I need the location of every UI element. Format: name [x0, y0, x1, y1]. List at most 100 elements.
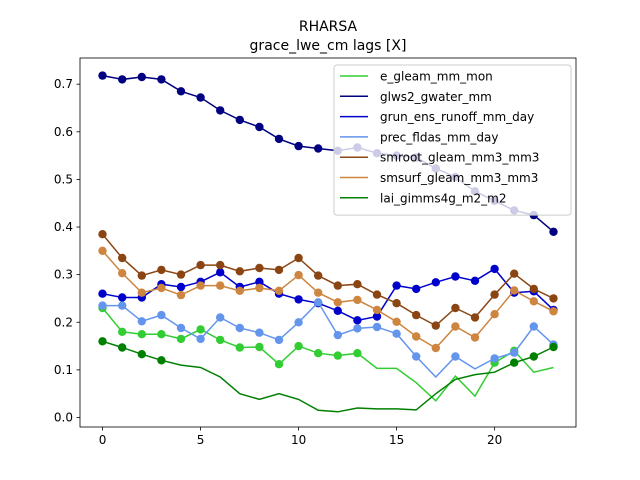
legend-label: e_gleam_mm_mon: [380, 70, 493, 84]
data-point-e_gleam_mm_mon-10: [294, 341, 303, 351]
data-point-e_gleam_mm_mon-3: [157, 330, 166, 339]
data-point-smroot_gleam_mm3_mm3-4: [176, 270, 186, 279]
data-point-e_gleam_mm_mon-13: [353, 349, 362, 358]
legend-label: grun_ens_runoff_mm_day: [380, 110, 534, 124]
data-point-smsurf_gleam_mm3_mm3-15: [392, 317, 401, 326]
data-point-smroot_gleam_mm3_mm3-22: [529, 284, 538, 294]
legend-label: smroot_gleam_mm3_mm3: [380, 151, 539, 165]
data-point-smroot_gleam_mm3_mm3-1: [118, 253, 127, 263]
data-point-prec_fldas_mm_day-0: [98, 301, 107, 310]
data-point-smsurf_gleam_mm3_mm3-13: [353, 295, 362, 305]
x-tick-label: 10: [291, 433, 306, 447]
data-point-smsurf_gleam_mm3_mm3-0: [98, 246, 107, 255]
data-point-smsurf_gleam_mm3_mm3-2: [137, 288, 146, 297]
legend: e_gleam_mm_mon glws2_gwater_mm grun_ens_ru…: [333, 64, 572, 216]
data-point-smroot_gleam_mm3_mm3-10: [294, 253, 303, 263]
data-point-glws2_gwater_mm-9: [274, 134, 284, 144]
data-point-prec_fldas_mm_day-9: [274, 335, 284, 345]
data-point-prec_fldas_mm_day-12: [333, 330, 342, 340]
data-point-grun_ens_runoff_mm_day-15: [392, 281, 401, 290]
data-point-e_gleam_mm_mon-6: [216, 335, 225, 345]
data-point-prec_fldas_mm_day-20: [490, 354, 499, 363]
series-line-lai_gimms4g_m2_m2: [102, 340, 554, 413]
data-point-e_gleam_mm_mon-4: [176, 334, 186, 344]
y-tick-label: 0.5: [54, 172, 73, 186]
data-point-prec_fldas_mm_day-16: [412, 352, 421, 361]
axes-frame: [79, 57, 577, 428]
chart-subtitle: grace_lwe_cm lags [X]: [250, 38, 407, 54]
data-point-e_gleam_mm_mon-9: [274, 360, 284, 369]
data-point-lai_gimms4g_m2_m2-2: [137, 350, 146, 359]
data-point-glws2_gwater_mm-3: [157, 75, 166, 84]
data-point-grun_ens_runoff_mm_day-12: [333, 306, 342, 315]
data-point-smsurf_gleam_mm3_mm3-14: [372, 305, 382, 315]
data-point-smsurf_gleam_mm3_mm3-17: [431, 343, 440, 353]
data-point-glws2_gwater_mm-6: [216, 106, 225, 115]
data-point-glws2_gwater_mm-8: [255, 122, 264, 132]
data-point-glws2_gwater_mm-0: [98, 71, 107, 80]
data-point-smroot_gleam_mm3_mm3-3: [157, 265, 166, 275]
chart-title: RHARSA: [299, 19, 358, 35]
data-point-smroot_gleam_mm3_mm3-8: [255, 263, 264, 273]
data-point-smroot_gleam_mm3_mm3-12: [333, 281, 342, 290]
data-point-e_gleam_mm_mon-2: [137, 330, 146, 339]
data-point-glws2_gwater_mm-1: [118, 75, 127, 84]
data-point-prec_fldas_mm_day-5: [196, 334, 205, 344]
data-point-smsurf_gleam_mm3_mm3-23: [549, 307, 558, 316]
data-point-smroot_gleam_mm3_mm3-17: [431, 321, 440, 330]
axes: 0 5 10 15 20 0.0 0.1 0.2 0.3 0.4 0.5 0.6 0.7: [54, 57, 577, 447]
y-tick-label: 0.6: [54, 125, 73, 139]
data-point-lai_gimms4g_m2_m2-0: [98, 337, 107, 346]
data-point-smroot_gleam_mm3_mm3-14: [372, 290, 382, 299]
data-point-glws2_gwater_mm-5: [196, 93, 205, 102]
data-point-glws2_gwater_mm-4: [176, 87, 186, 96]
legend-label: glws2_gwater_mm: [380, 90, 492, 104]
data-point-smroot_gleam_mm3_mm3-7: [235, 267, 244, 276]
data-point-prec_fldas_mm_day-15: [392, 329, 401, 338]
data-point-grun_ens_runoff_mm_day-14: [372, 312, 382, 321]
data-point-smsurf_gleam_mm3_mm3-18: [451, 322, 460, 331]
data-point-smsurf_gleam_mm3_mm3-4: [176, 290, 186, 300]
data-point-smroot_gleam_mm3_mm3-13: [353, 280, 362, 289]
y-tick-label: 0.1: [54, 363, 73, 377]
data-point-grun_ens_runoff_mm_day-10: [294, 295, 303, 304]
data-point-smsurf_gleam_mm3_mm3-7: [235, 286, 244, 295]
data-point-prec_fldas_mm_day-4: [176, 323, 186, 333]
data-point-smsurf_gleam_mm3_mm3-12: [333, 298, 342, 307]
data-point-e_gleam_mm_mon-7: [235, 343, 244, 352]
data-point-smsurf_gleam_mm3_mm3-3: [157, 283, 166, 293]
x-tick-label: 15: [389, 433, 404, 447]
data-point-smsurf_gleam_mm3_mm3-8: [255, 283, 264, 293]
data-point-smsurf_gleam_mm3_mm3-10: [294, 270, 303, 280]
data-point-smroot_gleam_mm3_mm3-23: [549, 294, 558, 303]
data-point-e_gleam_mm_mon-5: [196, 325, 205, 334]
x-tick-label: 5: [197, 433, 205, 447]
data-point-smsurf_gleam_mm3_mm3-20: [490, 310, 499, 319]
data-point-glws2_gwater_mm-10: [294, 141, 303, 151]
data-point-prec_fldas_mm_day-3: [157, 310, 166, 320]
data-point-lai_gimms4g_m2_m2-23: [549, 342, 558, 352]
data-point-prec_fldas_mm_day-8: [255, 328, 264, 337]
legend-label: lai_gimms4g_m2_m2: [380, 191, 507, 205]
data-point-smroot_gleam_mm3_mm3-16: [412, 310, 421, 320]
data-point-prec_fldas_mm_day-10: [294, 318, 303, 327]
data-point-prec_fldas_mm_day-7: [235, 323, 244, 333]
y-tick-label: 0.2: [54, 315, 73, 329]
data-point-prec_fldas_mm_day-21: [510, 348, 519, 357]
data-point-smroot_gleam_mm3_mm3-18: [451, 303, 460, 313]
data-point-smroot_gleam_mm3_mm3-9: [274, 265, 284, 275]
data-point-prec_fldas_mm_day-1: [118, 301, 127, 310]
data-point-lai_gimms4g_m2_m2-1: [118, 343, 127, 352]
data-point-lai_gimms4g_m2_m2-3: [157, 356, 166, 365]
legend-label: smsurf_gleam_mm3_mm3: [380, 171, 538, 185]
data-point-lai_gimms4g_m2_m2-22: [529, 352, 538, 361]
data-point-grun_ens_runoff_mm_day-20: [490, 264, 499, 274]
data-point-grun_ens_runoff_mm_day-4: [176, 282, 186, 292]
plot-area: [98, 71, 558, 413]
data-point-smsurf_gleam_mm3_mm3-1: [118, 269, 127, 278]
data-point-e_gleam_mm_mon-12: [333, 351, 342, 360]
data-point-smsurf_gleam_mm3_mm3-21: [510, 286, 519, 295]
data-point-smsurf_gleam_mm3_mm3-5: [196, 281, 205, 290]
data-point-glws2_gwater_mm-11: [314, 144, 323, 153]
data-point-smroot_gleam_mm3_mm3-15: [392, 299, 401, 308]
